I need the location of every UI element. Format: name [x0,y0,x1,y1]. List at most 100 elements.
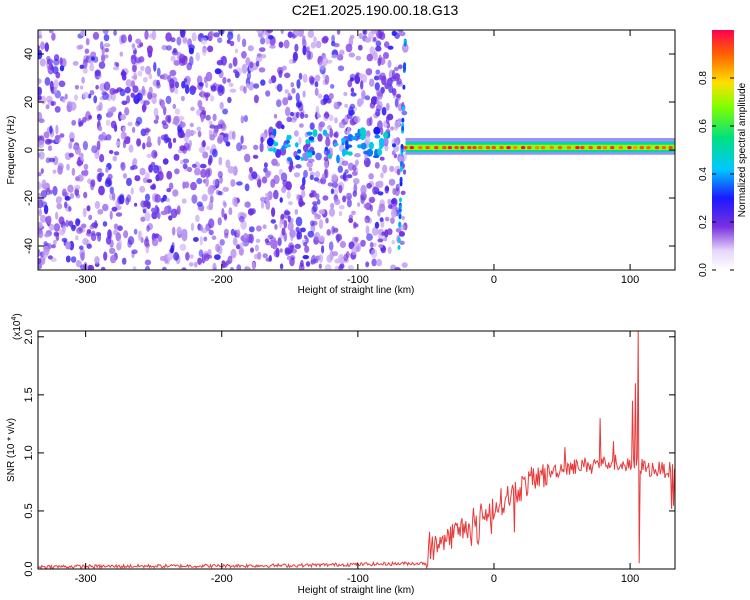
noise-cell [401,110,408,116]
noise-cell [178,116,185,121]
noise-cell [59,228,65,236]
noise-cell [321,36,329,44]
noise-cell [38,95,42,101]
noise-cell [279,263,284,270]
noise-cell [96,113,102,121]
noise-cell [209,195,214,203]
noise-cell [142,208,146,214]
noise-cell [38,208,42,217]
noise-cell [379,72,386,81]
noise-cell [140,237,144,243]
noise-cell [324,168,329,179]
noise-cell [315,170,320,178]
noise-cell [358,98,364,105]
streak-cell [398,204,402,210]
noise-cell [68,220,74,227]
noise-cell [228,207,233,216]
noise-cell [341,160,349,166]
noise-cell [324,111,330,119]
noise-cell [52,185,58,196]
noise-cell [333,42,340,48]
colorbar-ticks: 0.0 0.2 0.4 0.6 0.8 [698,71,734,277]
noise-cell [306,161,314,168]
noise-cell [105,119,111,126]
cluster-cell [268,148,274,152]
noise-cell [244,153,251,163]
spectrogram-y-tick-label: -20 [23,190,35,206]
noise-cell [286,255,292,261]
noise-cell [103,34,110,42]
noise-cell [266,30,273,33]
noise-cell [318,122,323,132]
noise-cell [126,95,131,104]
cluster-cell [300,156,304,161]
noise-cell [350,92,357,97]
noise-cell [40,214,47,223]
cluster-cell [272,147,277,153]
noise-cell [288,165,293,173]
noise-cell [228,82,234,87]
noise-cell [245,83,250,88]
noise-cell [357,202,361,207]
snr-y-tick-label: 1.5 [23,387,35,402]
noise-cell [191,194,198,204]
noise-cell [268,255,272,262]
noise-cell [183,78,188,83]
noise-cell [212,148,218,158]
cluster-cell [285,139,290,144]
noise-cell [398,31,406,37]
colorbar-tick-label: 0.4 [698,167,709,181]
noise-cell [100,266,106,270]
noise-cell [174,108,181,115]
noise-cell [348,109,355,116]
noise-cell [205,177,209,187]
noise-cell [146,45,153,54]
noise-cell [217,171,223,178]
noise-cell [346,126,351,136]
noise-cell [98,61,106,69]
signal-peak-cell [596,146,602,150]
snr-y-tick-label: 2.0 [23,329,35,344]
signal-peak-cell [506,146,511,150]
noise-cell [309,174,314,181]
noise-cell [350,87,355,93]
noise-cell [279,197,283,203]
noise-cell [334,198,341,206]
noise-cell [212,129,218,138]
noise-cell [103,81,111,91]
noise-cell [373,36,377,42]
noise-cell [93,95,98,104]
noise-cell [368,196,376,203]
colorbar-tick-label: 0.6 [698,119,709,133]
noise-cell [390,217,395,225]
signal-band-inner [405,144,675,150]
noise-cell [117,225,123,231]
noise-cell [145,65,152,75]
colorbar-tick-label: 0.8 [698,71,709,85]
noise-cell [173,60,180,66]
noise-cell [376,89,382,97]
noise-cell [398,231,405,237]
noise-cell [203,76,208,84]
noise-cell [114,124,118,132]
noise-cell [225,159,231,168]
spectrogram-y-tick-label: 40 [23,48,35,60]
noise-cell [263,162,268,169]
noise-cell [155,115,159,121]
noise-cell [144,127,149,136]
noise-cell [165,115,170,122]
noise-cell [334,131,339,139]
noise-cell [44,233,50,238]
noise-cell [324,159,329,170]
noise-cell [144,193,151,202]
streak-cell [403,62,407,68]
noise-cell [351,246,358,256]
noise-cell [275,162,280,167]
noise-cell [53,156,59,166]
cluster-cell [284,144,292,148]
snr-x-ticks: -300 -200 -100 0 100 [75,331,639,585]
noise-cell [109,87,116,95]
noise-cell [112,66,120,71]
noise-cell [386,228,393,236]
noise-cell [117,239,123,248]
